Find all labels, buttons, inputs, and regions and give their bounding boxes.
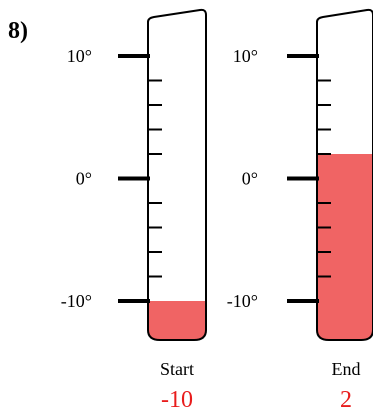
scale-label: -10° (227, 291, 258, 311)
start-value: -10 (161, 387, 193, 410)
thermometer-start: 10° 0° -10° (61, 8, 207, 341)
thermometer-tube (147, 8, 207, 341)
scale-label: 0° (76, 169, 92, 189)
thermometer-end: 10° 0° -10° (227, 8, 373, 341)
thermometer-tube (316, 8, 373, 341)
scale-label: -10° (61, 291, 92, 311)
scale-label: 0° (242, 169, 258, 189)
problem-number: 8) (8, 18, 28, 44)
end-caption: End (332, 359, 361, 379)
scale-label: 10° (233, 46, 258, 66)
end-value: 2 (340, 387, 352, 410)
liquid-fill (148, 301, 206, 340)
scale-label: 10° (67, 46, 92, 66)
start-caption: Start (160, 359, 194, 379)
liquid-fill (317, 154, 373, 340)
